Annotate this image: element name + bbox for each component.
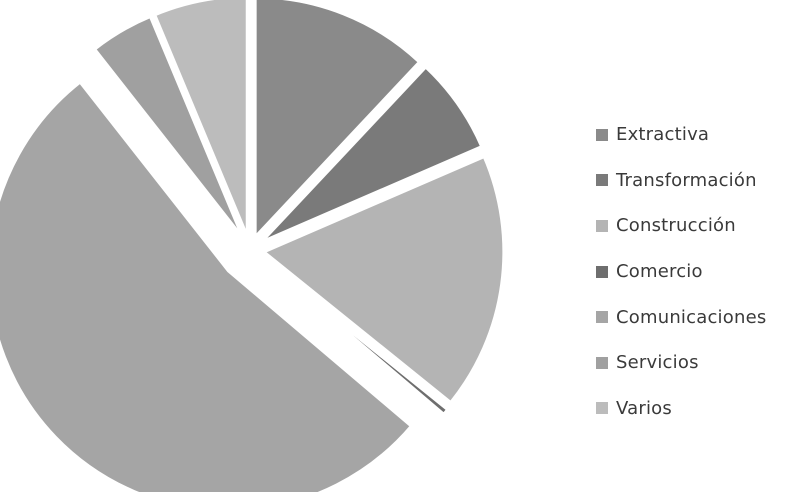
legend-item: Comunicaciones bbox=[596, 294, 766, 340]
legend-swatch bbox=[596, 402, 608, 415]
chart-legend: Extractiva Transformación Construcción C… bbox=[596, 112, 766, 431]
pie-slice-comunicaciones bbox=[0, 79, 414, 492]
legend-label: Transformación bbox=[616, 169, 757, 191]
pie-slice-varios bbox=[152, 0, 249, 237]
legend-label: Varios bbox=[616, 397, 672, 419]
pie-slice-construccion bbox=[260, 154, 506, 405]
legend-swatch bbox=[596, 128, 608, 141]
legend-swatch bbox=[596, 219, 608, 232]
legend-label: Comercio bbox=[616, 261, 703, 283]
pie-slice-comercio bbox=[259, 257, 450, 417]
legend-swatch bbox=[596, 174, 608, 187]
legend-item: Construcción bbox=[596, 203, 766, 249]
legend-item: Servicios bbox=[596, 340, 766, 386]
legend-swatch bbox=[596, 265, 608, 278]
legend-label: Extractiva bbox=[616, 124, 710, 146]
pie-slice-extractiva bbox=[253, 0, 422, 241]
legend-item: Varios bbox=[596, 386, 766, 432]
legend-swatch bbox=[596, 311, 608, 324]
legend-item: Extractiva bbox=[596, 112, 766, 158]
legend-label: Comunicaciones bbox=[616, 306, 767, 328]
legend-swatch bbox=[596, 356, 608, 369]
pie-slice-servicios bbox=[92, 14, 245, 239]
legend-item: Transformación bbox=[596, 158, 766, 204]
legend-label: Servicios bbox=[616, 352, 699, 374]
pie-slice-transformacion bbox=[260, 64, 484, 244]
legend-label: Construcción bbox=[616, 215, 736, 237]
legend-item: Comercio bbox=[596, 249, 766, 295]
